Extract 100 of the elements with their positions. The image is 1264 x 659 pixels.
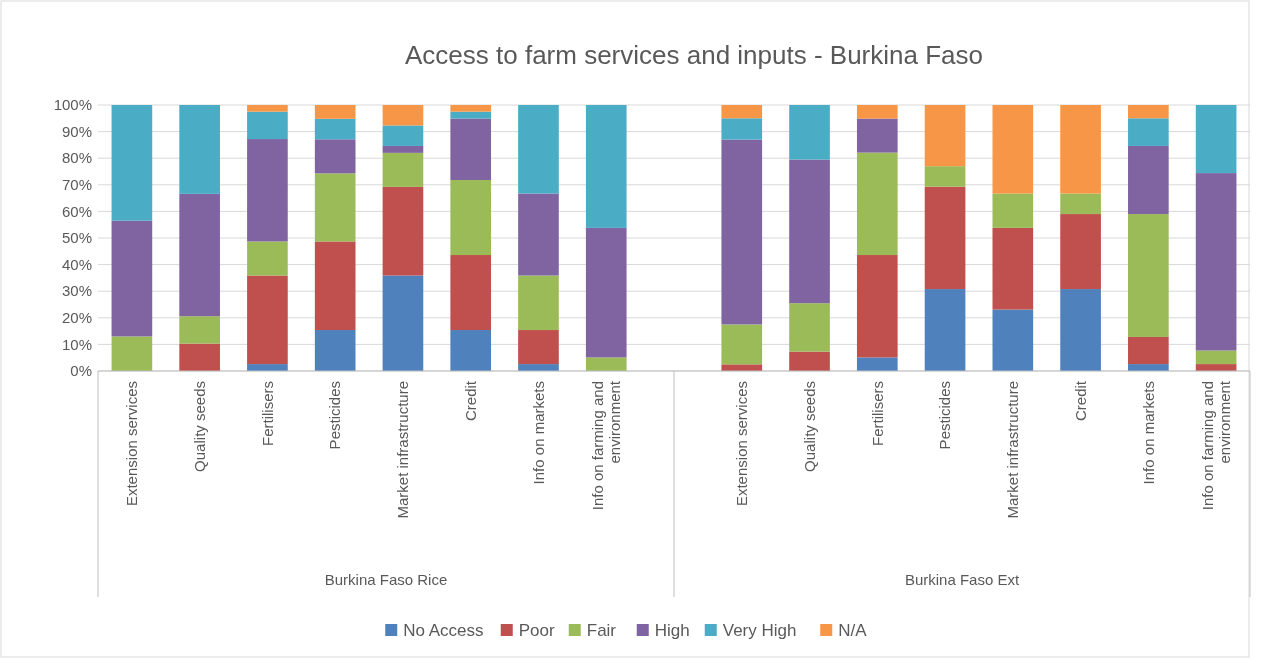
- bar: [1195, 173, 1237, 351]
- x-tick-label: Fertilisers: [258, 381, 276, 447]
- bar: [992, 227, 1034, 310]
- bar: [924, 105, 966, 167]
- bar: [789, 159, 830, 304]
- bar: [1060, 289, 1101, 371]
- bar: [314, 105, 356, 119]
- x-tick-label: Credit: [1071, 380, 1089, 422]
- bar: [992, 193, 1034, 228]
- bar: [1195, 105, 1237, 174]
- bar: [1060, 214, 1101, 290]
- bar: [585, 105, 627, 228]
- bar: [450, 255, 492, 331]
- bar: [111, 336, 153, 371]
- bar: [382, 125, 424, 146]
- x-tick-label: Info on farming and environment: [1198, 380, 1233, 511]
- bar: [314, 330, 356, 371]
- bar: [585, 227, 627, 358]
- y-tick-label: 60%: [61, 202, 92, 220]
- x-tick-label: Info on farming and environment: [588, 380, 623, 511]
- bar: [450, 180, 492, 256]
- legend-label: N/A: [838, 620, 868, 640]
- bar: [450, 111, 492, 119]
- y-tick-label: 0%: [70, 362, 92, 380]
- x-tick-label: Extension services: [733, 381, 751, 507]
- bar: [856, 105, 898, 119]
- bar: [179, 343, 220, 371]
- y-tick-label: 80%: [61, 149, 92, 167]
- x-tick-label: Market infrastructure: [1004, 381, 1022, 519]
- legend-label: High: [654, 620, 690, 640]
- legend-label: Very High: [722, 620, 797, 640]
- x-tick-label: Credit: [461, 380, 479, 422]
- text: Burkina Faso Rice: [324, 571, 448, 588]
- bar: [382, 275, 424, 371]
- bar: [721, 105, 763, 119]
- bar: [789, 105, 830, 160]
- bar: [518, 330, 559, 365]
- bar: [314, 118, 356, 140]
- bar: [1128, 105, 1169, 119]
- legend-label: Poor: [518, 620, 555, 640]
- bar: [1128, 145, 1169, 215]
- legend-label: Fair: [586, 620, 617, 640]
- bar: [1128, 118, 1169, 146]
- y-tick-label: 20%: [61, 309, 92, 327]
- bar: [247, 111, 288, 140]
- bar: [314, 173, 356, 242]
- y-tick-label: 40%: [61, 255, 92, 273]
- bar: [1128, 336, 1169, 365]
- bar: [856, 152, 898, 256]
- bar: [856, 357, 898, 371]
- bar: [247, 105, 288, 112]
- bar: [1128, 214, 1169, 337]
- y-tick-label: 90%: [61, 122, 92, 140]
- x-tick-label: Pesticides: [326, 381, 344, 450]
- bar: [924, 289, 966, 371]
- bar: [721, 364, 763, 371]
- bar: [111, 220, 153, 337]
- x-tick-label: Extension services: [123, 381, 141, 507]
- bar: [518, 105, 559, 194]
- bar: [450, 330, 492, 371]
- bar: [1060, 105, 1101, 194]
- bar: [856, 118, 898, 153]
- y-tick-label: 10%: [61, 335, 92, 353]
- chart-title: Access to farm services and inputs - Burkina Faso: [404, 40, 984, 70]
- bar: [382, 145, 424, 153]
- bar: [721, 324, 763, 365]
- y-tick-label: 100%: [53, 96, 92, 114]
- x-tick-label: Pesticides: [936, 381, 954, 450]
- bar: [518, 275, 559, 331]
- bar: [450, 118, 492, 181]
- legend-label: No Access: [403, 620, 484, 640]
- bar: [721, 118, 763, 140]
- y-tick-label: 30%: [61, 282, 92, 300]
- bar: [992, 105, 1034, 194]
- bar: [924, 186, 966, 290]
- bar: [450, 105, 492, 112]
- bar: [585, 357, 627, 371]
- bar: [247, 241, 288, 276]
- x-tick-label: Fertilisers: [868, 381, 886, 447]
- x-tick-label: Quality seeds: [190, 381, 208, 472]
- bar: [179, 193, 220, 317]
- y-tick-label: 70%: [61, 176, 92, 194]
- y-tick-label: 50%: [61, 229, 92, 247]
- text: Burkina Faso Ext: [904, 571, 1020, 588]
- bar: [247, 139, 288, 242]
- x-tick-label: Quality seeds: [800, 381, 818, 472]
- bar: [789, 303, 830, 352]
- bar: [856, 255, 898, 358]
- bar: [111, 105, 153, 221]
- bar: [314, 241, 356, 331]
- bar: [382, 152, 424, 187]
- bar: [1195, 350, 1237, 365]
- x-tick-label: Info on markets: [1139, 381, 1157, 485]
- bar: [314, 139, 356, 174]
- bar: [382, 105, 424, 126]
- x-tick-label: Market infrastructure: [394, 381, 412, 519]
- bar: [1060, 193, 1101, 215]
- bar: [247, 275, 288, 365]
- bar: [518, 193, 559, 276]
- bar: [382, 186, 424, 276]
